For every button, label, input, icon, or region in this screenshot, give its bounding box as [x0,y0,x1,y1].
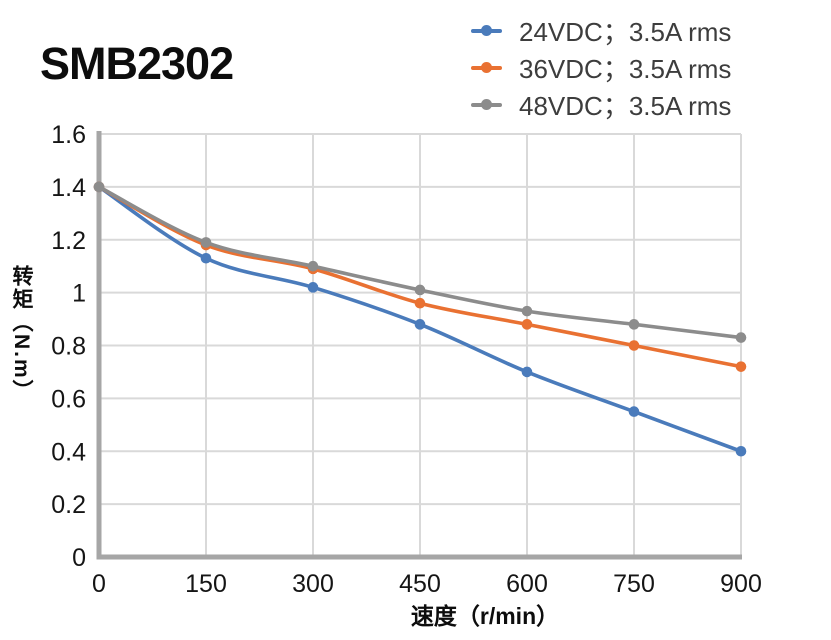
series-marker-48vdc [200,237,212,248]
legend: 24VDC；3.5A rms 36VDC；3.5A rms 48VDC；3.5A… [471,12,731,123]
series-marker-36vdc [735,361,747,372]
series-marker-36vdc [414,297,426,309]
series-marker-48vdc [628,319,640,330]
legend-label-24vdc: 24VDC；3.5A rms [519,17,732,47]
y-tick-label: 0.4 [51,438,86,466]
series-marker-48vdc [93,181,105,193]
x-axis-title: 速度（r/min） [410,603,560,629]
series-marker-24vdc [628,406,640,417]
series-marker-48vdc [307,260,319,272]
y-tick-label: 0.2 [51,491,86,519]
line-dot-marker-icon [471,98,502,112]
series-marker-48vdc [414,284,426,296]
x-tick-label: 750 [613,570,655,598]
series-marker-36vdc [521,319,533,330]
y-tick-label: 1.4 [51,174,86,202]
legend-label-48vdc: 48VDC；3.5A rms [519,91,732,121]
y-tick-label: 0.8 [51,333,86,361]
legend-dot [481,99,492,110]
legend-item-24vdc: 24VDC；3.5A rms [471,12,731,49]
series-marker-36vdc [628,340,640,351]
legend-dot [481,62,492,73]
series-marker-48vdc [521,305,533,317]
chart-title: SMB2302 [40,38,234,89]
series-marker-24vdc [200,252,212,264]
y-tick-label: 0.6 [51,385,86,413]
x-tick-label: 450 [399,570,441,598]
x-tick-label: 300 [292,570,334,598]
line-dot-marker-icon [471,61,502,75]
series-marker-24vdc [307,282,319,293]
legend-label-36vdc: 36VDC；3.5A rms [519,54,732,84]
y-axis-title: 转矩（N.m） [6,134,36,534]
y-tick-label: 1.6 [51,121,86,149]
line-dot-marker-icon [471,24,502,38]
series-marker-24vdc [521,366,533,378]
y-tick-label: 1.2 [51,227,86,255]
y-tick-label: 1 [72,280,86,308]
legend-dot [481,25,492,36]
x-tick-label: 600 [506,570,548,598]
y-axis-title-text: 转矩（N.m） [10,265,33,403]
x-tick-label: 900 [720,570,762,598]
x-tick-label: 150 [185,570,227,598]
y-tick-label: 0 [72,544,86,572]
series-marker-24vdc [735,445,747,457]
series-marker-48vdc [735,332,747,343]
series-marker-24vdc [414,319,426,330]
legend-item-36vdc: 36VDC；3.5A rms [471,49,731,86]
legend-item-48vdc: 48VDC；3.5A rms [471,86,731,123]
x-tick-label: 0 [92,570,106,598]
